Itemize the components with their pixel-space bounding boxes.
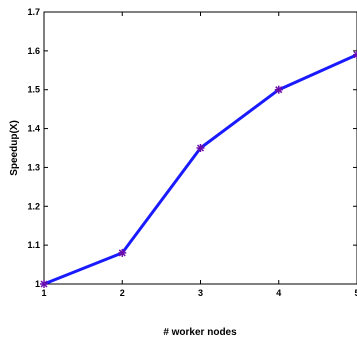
- data-point-marker: [118, 248, 127, 257]
- y-tick-label: 1.4: [27, 124, 40, 134]
- data-point-marker: [196, 144, 205, 152]
- y-axis: 1 1.1 1.2 1.3 1.4 1.5 1.6 1.7: [27, 7, 357, 289]
- y-tick-label: 1: [35, 279, 40, 289]
- x-tick-label: 5: [354, 288, 357, 298]
- y-tick-label: 1.2: [27, 201, 40, 211]
- x-tick-label: 1: [41, 288, 46, 298]
- y-tick-label: 1.5: [27, 85, 40, 95]
- data-point-marker: [353, 50, 357, 59]
- y-tick-label: 1.7: [27, 7, 40, 17]
- series-layer: [40, 50, 357, 288]
- x-tick-label: 2: [120, 288, 125, 298]
- x-axis-title: # worker nodes: [163, 327, 237, 338]
- x-tick-label: 4: [276, 288, 281, 298]
- data-point-marker: [274, 85, 283, 94]
- data-point-marker: [40, 280, 48, 288]
- y-tick-label: 1.6: [27, 46, 40, 56]
- y-tick-label: 1.1: [27, 240, 40, 250]
- y-axis-title: Speedup(X): [9, 120, 20, 176]
- x-tick-label: 3: [198, 288, 203, 298]
- y-tick-label: 1.3: [27, 162, 40, 172]
